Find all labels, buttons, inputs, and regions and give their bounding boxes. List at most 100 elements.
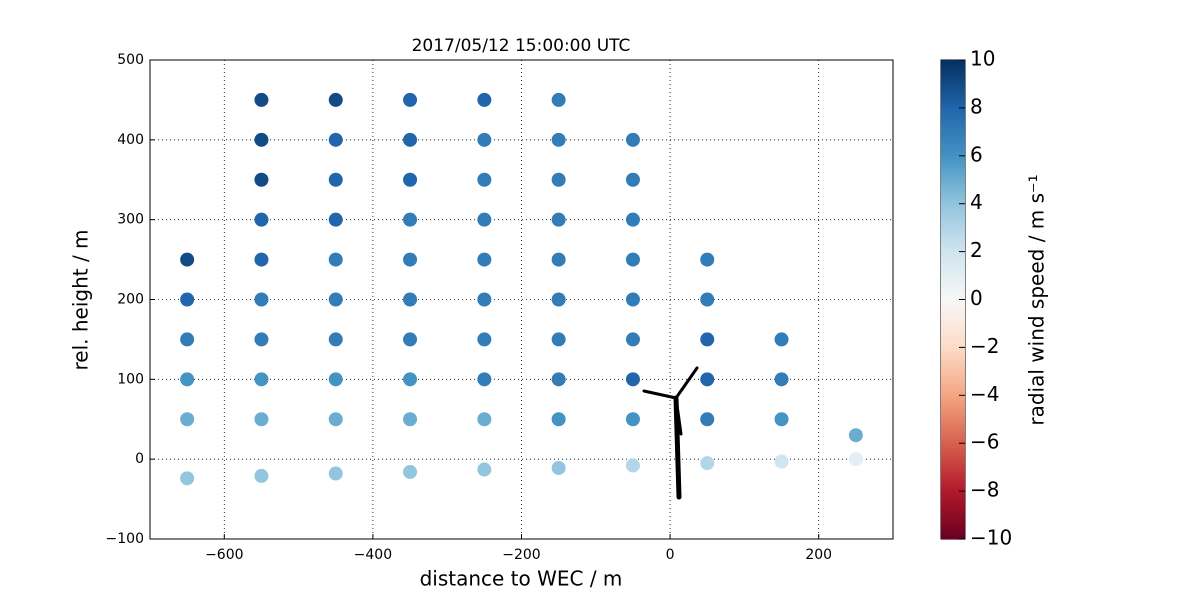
colorbar-segment xyxy=(941,151,965,157)
colorbar-tick-label: −6 xyxy=(970,430,999,454)
colorbar-segment xyxy=(941,71,965,77)
scatter-point xyxy=(403,212,418,227)
colorbar-segment xyxy=(941,351,965,356)
colorbar-segment xyxy=(941,259,965,265)
colorbar-segment xyxy=(941,67,965,73)
scatter-point xyxy=(551,412,566,427)
scatter-point xyxy=(477,252,492,267)
x-tick-label: −200 xyxy=(502,547,540,563)
scatter-point xyxy=(774,412,789,427)
x-axis-label: distance to WEC / m xyxy=(420,567,623,591)
colorbar-segment xyxy=(941,243,965,249)
colorbar-segment xyxy=(941,435,965,440)
scatter-point xyxy=(551,332,566,347)
colorbar-segment xyxy=(941,299,965,305)
colorbar-segment xyxy=(941,327,965,333)
colorbar-segment xyxy=(941,303,965,309)
colorbar-segment xyxy=(941,467,965,472)
colorbar-segment xyxy=(941,119,965,125)
scatter-point xyxy=(403,92,418,107)
colorbar-segment xyxy=(941,307,965,313)
scatter-point xyxy=(403,172,418,187)
colorbar-segment xyxy=(941,227,965,233)
scatter-point xyxy=(625,252,640,267)
scatter-point xyxy=(625,292,640,307)
scatter-point xyxy=(254,332,269,347)
colorbar-segment xyxy=(941,535,965,540)
colorbar-segment xyxy=(941,255,965,261)
scatter-point xyxy=(254,132,269,147)
scatter-point xyxy=(774,332,789,347)
colorbar-segment xyxy=(941,331,965,337)
colorbar-segment xyxy=(941,147,965,153)
colorbar-segment xyxy=(941,415,965,420)
colorbar-segment xyxy=(941,271,965,277)
scatter-point xyxy=(477,292,492,307)
colorbar-segment xyxy=(941,315,965,321)
scatter-point xyxy=(477,212,492,227)
colorbar-segment xyxy=(941,495,965,500)
colorbar-tick-label: −8 xyxy=(970,478,999,502)
colorbar-segment xyxy=(941,511,965,516)
colorbar-segment xyxy=(941,211,965,217)
scatter-point xyxy=(403,412,418,427)
scatter-point xyxy=(328,292,343,307)
colorbar-tick-label: 2 xyxy=(970,238,983,262)
chart-title: 2017/05/12 15:00:00 UTC xyxy=(412,36,631,56)
colorbar-segment xyxy=(941,483,965,488)
scatter-point xyxy=(180,412,195,427)
colorbar-segment xyxy=(941,191,965,197)
colorbar-segment xyxy=(941,527,965,532)
scatter-point xyxy=(477,332,492,347)
scatter-point xyxy=(551,252,566,267)
scatter-point xyxy=(254,372,269,387)
colorbar-segment xyxy=(941,423,965,428)
scatter-point xyxy=(700,456,715,471)
y-tick-label: 100 xyxy=(117,371,144,387)
colorbar-segment xyxy=(941,99,965,105)
scatter-point xyxy=(403,332,418,347)
scatter-point xyxy=(700,412,715,427)
colorbar-segment xyxy=(941,395,965,400)
scatter-point xyxy=(403,464,418,479)
colorbar-segment xyxy=(941,491,965,496)
colorbar-segment xyxy=(941,283,965,289)
colorbar-segment xyxy=(941,319,965,325)
colorbar-segment xyxy=(941,111,965,117)
colorbar-segment xyxy=(941,323,965,329)
colorbar-segment xyxy=(941,247,965,253)
scatter-point xyxy=(403,252,418,267)
colorbar-segment xyxy=(941,515,965,520)
colorbar-segment xyxy=(941,503,965,508)
x-tick-label: 200 xyxy=(805,547,832,563)
scatter-point xyxy=(848,452,863,467)
colorbar-segment xyxy=(941,251,965,257)
colorbar-segment xyxy=(941,135,965,141)
colorbar-segment xyxy=(941,383,965,388)
colorbar-segment xyxy=(941,391,965,396)
colorbar-segment xyxy=(941,291,965,297)
scatter-point xyxy=(403,292,418,307)
scatter-point xyxy=(254,292,269,307)
turbine xyxy=(642,366,699,500)
colorbar-segment xyxy=(941,267,965,273)
colorbar-segment xyxy=(941,91,965,97)
scatter-point xyxy=(625,332,640,347)
scatter-point xyxy=(254,412,269,427)
scatter-point xyxy=(477,462,492,477)
scatter-point xyxy=(625,132,640,147)
colorbar-segment xyxy=(941,131,965,137)
scatter-point xyxy=(180,332,195,347)
colorbar-segment xyxy=(941,487,965,492)
scatter-point xyxy=(328,466,343,481)
colorbar-segment xyxy=(941,95,965,101)
scatter-point xyxy=(403,132,418,147)
colorbar-tick-label: 4 xyxy=(970,190,983,214)
scatter-point xyxy=(848,428,863,443)
colorbar-segment xyxy=(941,347,965,352)
colorbar-segment xyxy=(941,471,965,476)
scatter-point xyxy=(180,292,195,307)
y-tick-label: −100 xyxy=(106,531,144,547)
colorbar-tick-label: 0 xyxy=(970,286,983,310)
scatter-point xyxy=(477,132,492,147)
